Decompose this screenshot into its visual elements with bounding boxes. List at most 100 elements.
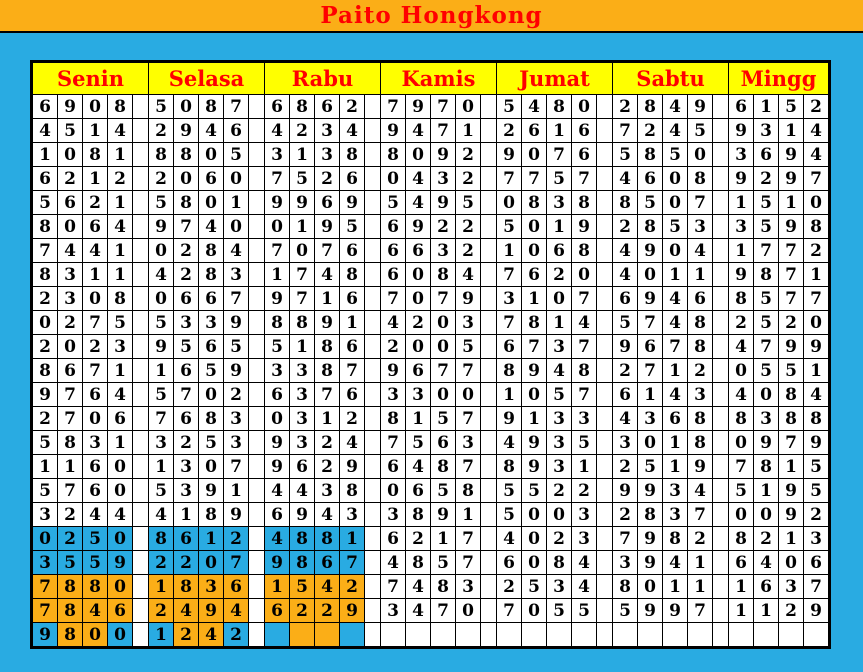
digit-cell: 5 (430, 478, 456, 503)
digit-cell: 9 (223, 358, 249, 383)
separator-cell (596, 382, 613, 407)
digit-cell: 8 (571, 238, 597, 263)
separator-cell (480, 358, 497, 383)
digit-cell: 0 (662, 238, 688, 263)
digit-cell: 2 (380, 334, 406, 359)
digit-cell: 9 (264, 430, 290, 455)
digit-cell: 7 (31, 574, 58, 599)
digit-cell: 2 (546, 262, 572, 287)
separator-cell (596, 238, 613, 263)
digit-cell: 3 (753, 118, 779, 143)
digit-cell: 0 (662, 166, 688, 191)
digit-cell: 0 (728, 430, 754, 455)
digit-cell: 8 (637, 502, 663, 527)
digit-cell: 0 (637, 574, 663, 599)
digit-cell: 7 (571, 334, 597, 359)
digit-cell: 1 (31, 454, 58, 479)
digit-cell: 6 (198, 334, 224, 359)
digit-cell: 7 (455, 454, 481, 479)
separator-cell (480, 478, 497, 503)
separator-cell (248, 598, 265, 623)
digit-cell: 7 (289, 286, 315, 311)
digit-cell: 7 (753, 238, 779, 263)
digit-cell: 4 (728, 382, 754, 407)
digit-cell: 4 (198, 214, 224, 239)
digit-cell: 8 (662, 526, 688, 551)
digit-cell: 7 (778, 430, 804, 455)
digit-cell: 4 (803, 118, 830, 143)
digit-cell: 1 (778, 526, 804, 551)
separator-cell (596, 94, 613, 119)
digit-cell: 0 (521, 214, 547, 239)
digit-cell: 9 (637, 478, 663, 503)
digit-cell: 1 (107, 142, 133, 167)
digit-cell: 3 (571, 526, 597, 551)
digit-cell: 2 (314, 166, 340, 191)
digit-cell: 3 (546, 406, 572, 431)
digit-cell: 3 (289, 382, 315, 407)
digit-cell: 5 (455, 334, 481, 359)
separator-cell (712, 502, 729, 527)
digit-cell: 7 (778, 286, 804, 311)
digit-cell: 3 (405, 382, 431, 407)
digit-cell: 5 (612, 310, 638, 335)
separator-cell (596, 598, 613, 623)
separator-cell (596, 262, 613, 287)
digit-cell: 2 (496, 574, 522, 599)
digit-cell: 2 (455, 214, 481, 239)
separator-cell (712, 262, 729, 287)
digit-cell: 1 (289, 142, 315, 167)
digit-cell: 7 (496, 262, 522, 287)
digit-cell: 7 (82, 310, 108, 335)
digit-cell: 6 (57, 190, 83, 215)
separator-cell (364, 382, 381, 407)
separator-cell (596, 430, 613, 455)
digit-cell: 5 (31, 190, 58, 215)
digit-cell (455, 622, 481, 648)
digit-cell: 4 (546, 358, 572, 383)
digit-cell: 1 (314, 406, 340, 431)
digit-cell: 8 (496, 358, 522, 383)
digit-cell: 5 (546, 382, 572, 407)
separator-cell (596, 622, 613, 648)
digit-cell (380, 622, 406, 648)
digit-cell: 7 (314, 382, 340, 407)
digit-cell: 4 (405, 598, 431, 623)
separator-cell (364, 238, 381, 263)
digit-cell: 1 (778, 454, 804, 479)
separator-cell (132, 550, 149, 575)
separator-cell (364, 526, 381, 551)
digit-cell: 0 (198, 382, 224, 407)
digit-cell: 2 (148, 550, 174, 575)
digit-cell: 5 (571, 430, 597, 455)
digit-cell: 8 (57, 598, 83, 623)
separator-cell (248, 478, 265, 503)
separator-cell (364, 334, 381, 359)
digit-cell: 3 (662, 478, 688, 503)
digit-cell: 3 (455, 430, 481, 455)
separator-cell (712, 214, 729, 239)
digit-cell: 0 (198, 142, 224, 167)
digit-cell: 5 (223, 142, 249, 167)
separator-cell (712, 166, 729, 191)
digit-cell: 5 (753, 190, 779, 215)
digit-cell: 8 (405, 502, 431, 527)
digit-cell: 6 (223, 574, 249, 599)
digit-cell: 7 (521, 166, 547, 191)
digit-cell: 9 (803, 598, 830, 623)
digit-cell: 4 (405, 574, 431, 599)
digit-cell: 9 (380, 118, 406, 143)
digit-cell: 6 (496, 550, 522, 575)
digit-cell: 1 (264, 262, 290, 287)
separator-cell (480, 382, 497, 407)
digit-cell: 9 (314, 310, 340, 335)
digit-cell: 0 (803, 310, 830, 335)
digit-cell: 0 (521, 502, 547, 527)
digit-cell: 2 (57, 502, 83, 527)
digit-cell: 1 (728, 598, 754, 623)
digit-cell: 6 (380, 262, 406, 287)
digit-cell: 7 (430, 358, 456, 383)
